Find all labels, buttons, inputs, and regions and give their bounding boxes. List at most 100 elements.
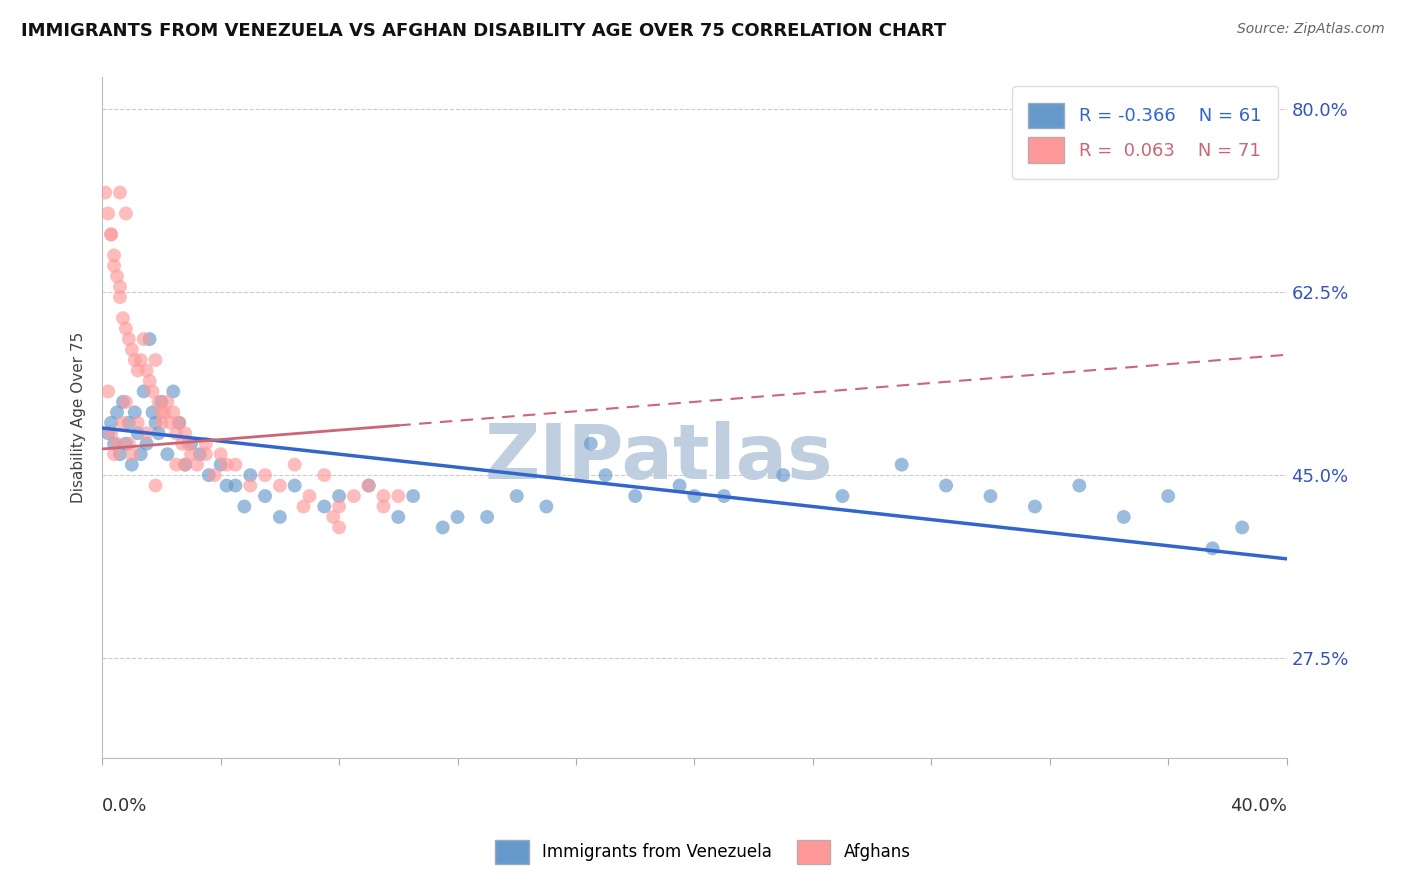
Point [145,416,167,430]
Point [194,447,217,461]
Text: IMMIGRANTS FROM VENEZUELA VS AFGHAN DISABILITY AGE OVER 75 CORRELATION CHART: IMMIGRANTS FROM VENEZUELA VS AFGHAN DISA… [21,22,946,40]
Point [108,290,131,304]
Point [890,458,912,472]
Point [269,478,291,492]
Point [135,363,157,377]
Point [595,468,617,483]
Point [1069,478,1091,492]
Point [224,458,246,472]
Point [148,395,170,409]
Point [204,468,226,483]
Point [118,332,141,346]
Point [177,436,200,450]
Point [254,489,277,503]
Point [387,510,409,524]
Point [432,520,454,534]
Point [402,489,425,503]
Point [1024,500,1046,514]
Point [111,395,134,409]
Point [198,468,221,483]
Point [284,478,307,492]
Point [124,353,146,368]
Legend: Immigrants from Venezuela, Afghans: Immigrants from Venezuela, Afghans [489,833,917,871]
Point [97,384,120,399]
Point [387,489,409,503]
Point [180,436,202,450]
Point [135,426,157,441]
Point [100,227,122,242]
Point [150,405,173,419]
Point [97,206,120,220]
Point [328,520,350,534]
Text: ZIPatlas: ZIPatlas [485,421,834,495]
Point [135,436,157,450]
Point [167,416,190,430]
Point [373,500,395,514]
Point [94,186,117,200]
Point [165,458,187,472]
Point [174,458,197,472]
Point [129,447,152,461]
Point [150,395,173,409]
Point [1157,489,1180,503]
Text: 40.0%: 40.0% [1230,797,1286,814]
Point [328,489,350,503]
Point [121,447,143,461]
Point [1230,520,1253,534]
Point [357,478,380,492]
Point [105,269,128,284]
Point [150,416,173,430]
Point [115,206,138,220]
Point [831,489,853,503]
Point [713,489,735,503]
Point [1201,541,1223,556]
Point [127,363,149,377]
Point [127,416,149,430]
Point [115,395,138,409]
Point [373,489,395,503]
Point [328,500,350,514]
Point [209,458,232,472]
Point [475,510,498,524]
Point [292,500,315,514]
Point [105,436,128,450]
Point [579,436,602,450]
Point [188,447,211,461]
Point [100,426,122,441]
Point [624,489,647,503]
Point [141,405,163,419]
Point [118,416,141,430]
Point [772,468,794,483]
Point [103,248,125,262]
Y-axis label: Disability Age Over 75: Disability Age Over 75 [72,332,86,503]
Point [215,458,238,472]
Point [145,353,167,368]
Point [100,227,122,242]
Point [284,458,307,472]
Point [194,436,217,450]
Point [132,332,155,346]
Point [115,321,138,335]
Text: 0.0%: 0.0% [103,797,148,814]
Point [153,405,176,419]
Point [162,405,184,419]
Point [536,500,558,514]
Legend: R = -0.366    N = 61, R =  0.063    N = 71: R = -0.366 N = 61, R = 0.063 N = 71 [1012,87,1278,179]
Point [446,510,468,524]
Point [233,500,256,514]
Point [121,343,143,357]
Point [108,447,131,461]
Point [165,426,187,441]
Point [148,426,170,441]
Point [935,478,957,492]
Point [97,426,120,441]
Point [138,332,160,346]
Point [314,500,336,514]
Point [100,416,122,430]
Point [1112,510,1135,524]
Point [174,426,197,441]
Point [269,510,291,524]
Point [239,478,262,492]
Point [683,489,706,503]
Text: Source: ZipAtlas.com: Source: ZipAtlas.com [1237,22,1385,37]
